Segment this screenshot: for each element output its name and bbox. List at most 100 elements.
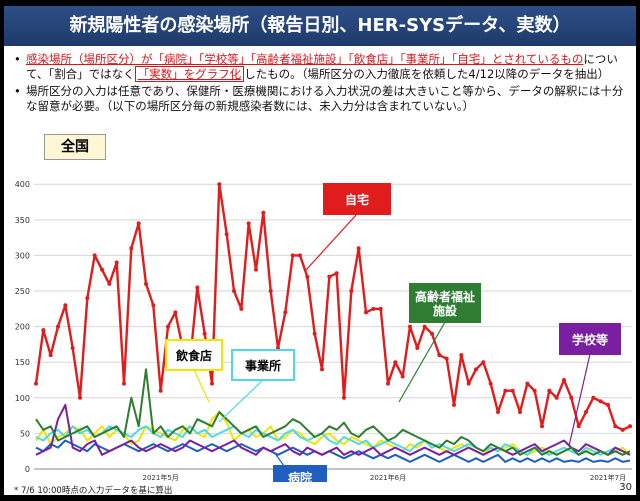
data-point-home [283, 310, 288, 315]
slide: 新規陽性者の感染場所（報告日別、HER-SYSデータ、実数） • 感染場所（場所… [4, 6, 636, 496]
data-point-home [518, 410, 522, 415]
note-1: • 感染場所（場所区分）が「病院」「学校等」「高齢者福祉施設」「飲食店」「事業所… [12, 52, 630, 82]
data-point-home [70, 345, 75, 350]
data-point-home [606, 402, 610, 407]
data-point-home [122, 381, 126, 386]
series-line-school [35, 403, 631, 456]
data-point-home [261, 210, 266, 215]
y-tick-label: 400 [15, 180, 30, 189]
data-point-home [290, 253, 295, 258]
data-point-home [48, 353, 53, 358]
notes: • 感染場所（場所区分）が「病院」「学校等」「高齢者福祉施設」「飲食店」「事業所… [12, 52, 630, 116]
data-point-home [56, 324, 60, 329]
callout-label: 高齢者福祉 [415, 289, 475, 304]
callout-pointer [568, 353, 591, 447]
data-point-home [540, 424, 544, 429]
x-tick-label: 2021年5月 [143, 473, 179, 482]
series-line-hospital [35, 439, 631, 463]
callout-box [559, 323, 621, 355]
callout-school: 学校等 [559, 323, 621, 447]
data-point-home [107, 281, 112, 286]
data-point-home [613, 424, 618, 429]
data-point-home [327, 274, 332, 279]
callout-pointer [193, 369, 210, 403]
data-point-home [210, 381, 214, 386]
data-point-home [305, 274, 310, 279]
data-point-home [554, 395, 559, 400]
data-point-home [415, 345, 420, 350]
y-tick-label: 200 [15, 323, 30, 332]
data-point-home [437, 353, 442, 358]
note-2: • 場所区分の入力は任意であり、保健所・医療機関における入力状況の差は大きいこと… [12, 84, 630, 114]
data-point-home [202, 331, 207, 336]
bullet: • [14, 84, 21, 98]
data-point-home [576, 424, 581, 429]
data-point-home [276, 345, 280, 350]
data-point-home [408, 324, 412, 329]
data-point-home [444, 356, 449, 361]
callout-hospital: 病院 [273, 451, 327, 482]
data-point-home [422, 324, 427, 329]
data-point-home [334, 271, 339, 276]
callout-box [231, 349, 295, 381]
callout-label: 病院 [288, 470, 312, 482]
callout-label: 事業所 [245, 358, 281, 373]
data-point-home [144, 281, 148, 286]
note-1-highlight: 感染場所（場所区分）が「病院」「学校等」「高齢者福祉施設」「飲食店」「事業所」「… [26, 52, 584, 66]
callout-label: 施設 [433, 303, 458, 318]
data-point-home [430, 331, 434, 336]
data-point-home [510, 388, 515, 393]
callout-office: 事業所 [218, 349, 295, 423]
series-line-home [34, 183, 631, 431]
callout-pointer [305, 213, 358, 271]
data-point-home [166, 324, 170, 329]
x-tick-label: 2021年6月 [370, 473, 406, 482]
data-point-home [129, 246, 134, 251]
callout-box [273, 465, 327, 482]
data-point-home [525, 381, 530, 386]
data-point-home [496, 410, 500, 415]
data-point-home [547, 388, 552, 393]
y-tick-label: 50 [20, 429, 30, 438]
data-point-home [254, 267, 258, 272]
data-point-home [452, 402, 456, 407]
callout-elderly: 高齢者福祉施設 [398, 283, 481, 403]
data-point-home [598, 399, 603, 404]
data-point-home [100, 267, 104, 272]
data-point-home [158, 388, 163, 393]
data-point-home [312, 331, 317, 336]
data-point-home [232, 289, 236, 294]
data-point-home [151, 303, 156, 308]
data-point-home [114, 260, 119, 265]
data-point-home [628, 424, 632, 429]
note-1-tail: したもの。（場所区分の入力徹底を依頼した4/12以降のデータを抽出） [244, 67, 610, 81]
data-point-home [41, 328, 46, 333]
data-point-home [173, 310, 178, 315]
data-point-home [34, 381, 38, 386]
data-point-home [591, 395, 596, 400]
data-point-home [562, 378, 566, 383]
data-point-home [239, 306, 244, 311]
data-point-home [481, 360, 486, 365]
callout-restaurant: 飲食店 [165, 339, 223, 403]
data-point-home [569, 395, 574, 400]
y-tick-label: 350 [15, 216, 30, 225]
data-point-home [92, 253, 97, 258]
page-title: 新規陽性者の感染場所（報告日別、HER-SYSデータ、実数） [4, 6, 636, 46]
series-lines [34, 182, 632, 463]
x-axis: 2021年5月 2021年6月 2021年7月 [34, 468, 632, 482]
data-point-home [349, 289, 354, 294]
data-point-home [195, 285, 200, 290]
data-point-home [217, 182, 222, 187]
y-tick-label: 300 [15, 251, 30, 260]
data-point-home [78, 395, 82, 400]
data-point-home [488, 381, 493, 386]
data-point-home [400, 374, 405, 379]
series-line-office [35, 425, 631, 456]
data-point-home [371, 306, 376, 311]
bullet: • [14, 52, 21, 66]
callout-label: 自宅 [345, 192, 369, 207]
callout-label: 学校等 [572, 332, 608, 347]
data-point-home [63, 303, 68, 308]
data-point-home [532, 388, 537, 393]
